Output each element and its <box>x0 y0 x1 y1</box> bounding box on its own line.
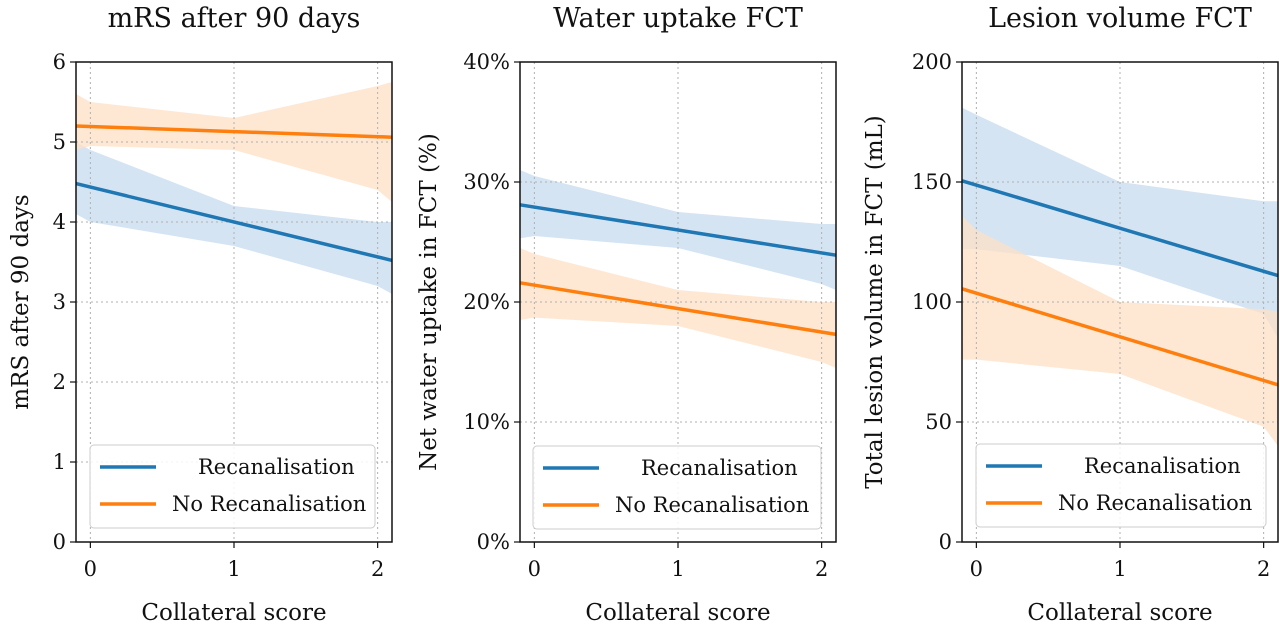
y-tick-label: 3 <box>53 290 66 314</box>
chart-title: Water uptake FCT <box>553 3 803 34</box>
x-tick-label: 0 <box>970 557 983 581</box>
x-tick-label: 1 <box>1113 557 1126 581</box>
y-axis-label: mRS after 90 days <box>8 194 34 409</box>
x-tick-label: 1 <box>227 557 240 581</box>
y-tick-label: 0 <box>939 530 952 554</box>
y-tick-label: 10% <box>463 410 510 434</box>
chart-title: mRS after 90 days <box>108 3 361 34</box>
y-tick-label: 50 <box>925 410 952 434</box>
series-line-recanalisation <box>75 181 393 263</box>
legend: Recanalisation No Recanalisation <box>532 445 822 530</box>
series-line-recanalisation <box>961 179 1279 278</box>
legend-label-no_recanalisation: No Recanalisation <box>615 493 809 517</box>
y-tick-label: 2 <box>53 370 66 394</box>
y-tick-label: 6 <box>53 50 66 74</box>
legend: Recanalisation No Recanalisation <box>975 443 1267 528</box>
legend: Recanalisation No Recanalisation <box>89 444 376 529</box>
ci-band-no_recanalisation <box>962 215 1278 446</box>
legend-label-recanalisation: Recanalisation <box>1084 454 1241 478</box>
legend-label-recanalisation: Recanalisation <box>198 455 355 479</box>
chart-panel-2: 0 1 20%10%20%30%40%Water uptake FCTCollate… <box>416 3 837 626</box>
x-tick-label: 2 <box>371 557 384 581</box>
y-tick-label: 40% <box>463 50 510 74</box>
x-tick-label: 0 <box>528 557 541 581</box>
chart-title: Lesion volume FCT <box>988 3 1252 34</box>
y-tick-label: 1 <box>53 450 66 474</box>
y-tick-label: 100 <box>912 290 952 314</box>
legend-box <box>89 444 376 529</box>
y-tick-label: 20% <box>463 290 510 314</box>
x-tick-label: 1 <box>671 557 684 581</box>
y-axis-label: Net water uptake in FCT (%) <box>416 133 442 471</box>
legend-label-no_recanalisation: No Recanalisation <box>172 492 366 516</box>
chart-panel-3: 0 1 2 0 50 100 150 200 Lesion volume FCT Collater… <box>862 3 1279 626</box>
series-line-no_recanalisation <box>519 281 837 337</box>
x-axis-label: Collateral score <box>1027 600 1212 626</box>
y-tick-label: 200 <box>912 50 952 74</box>
y-tick-label: 4 <box>53 210 66 234</box>
chart-panel-1: 0 1 2 0 1 2 3 4 5 6 mRS after 90 days Collateral sc… <box>8 3 393 626</box>
x-axis-label: Collateral score <box>585 600 770 626</box>
legend-box <box>975 443 1267 528</box>
series-line-no_recanalisation <box>961 287 1279 387</box>
y-tick-label: 30% <box>463 170 510 194</box>
y-tick-label: 150 <box>912 170 952 194</box>
legend-label-recanalisation: Recanalisation <box>641 456 798 480</box>
x-tick-label: 2 <box>815 557 828 581</box>
legend-box <box>532 445 822 530</box>
y-tick-label: 0% <box>477 530 510 554</box>
legend-label-no_recanalisation: No Recanalisation <box>1058 491 1252 515</box>
x-tick-label: 2 <box>1257 557 1270 581</box>
y-tick-label: 0 <box>53 530 66 554</box>
series-line-no_recanalisation <box>75 124 393 139</box>
x-tick-label: 0 <box>84 557 97 581</box>
series-line-recanalisation <box>519 203 837 257</box>
y-axis-label: Total lesion volume in FCT (mL) <box>862 115 888 489</box>
y-tick-label: 5 <box>53 130 66 154</box>
x-axis-label: Collateral score <box>141 600 326 626</box>
